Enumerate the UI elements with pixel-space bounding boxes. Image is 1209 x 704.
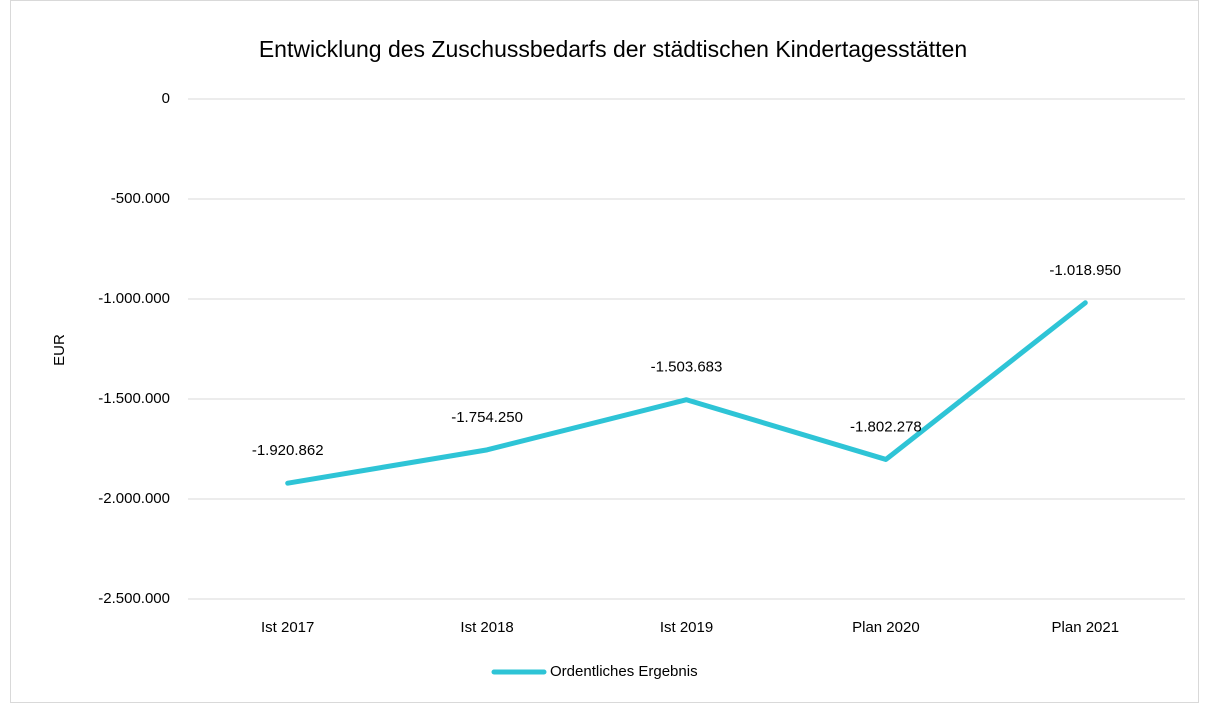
y-tick-label: -2.000.000 [98,490,170,507]
x-tick-label: Ist 2018 [460,619,513,636]
y-tick-label: -500.000 [111,190,170,207]
y-tick-label: -2.500.000 [98,590,170,607]
data-label: -1.802.278 [850,418,922,435]
x-tick-label: Ist 2017 [261,619,314,636]
y-tick-label: 0 [162,90,170,107]
data-label: -1.920.862 [252,442,324,459]
x-tick-label: Plan 2020 [852,619,920,636]
y-tick-label: -1.500.000 [98,390,170,407]
chart-frame [10,0,1199,703]
data-label: -1.503.683 [651,359,723,376]
series-line [285,300,1088,486]
chart-title: Entwicklung des Zuschussbedarfs der städ… [259,36,967,62]
data-label: -1.754.250 [451,409,523,426]
y-tick-label: -1.000.000 [98,290,170,307]
y-axis-label: EUR [51,334,68,366]
x-tick-label: Ist 2019 [660,619,713,636]
legend-label: Ordentliches Ergebnis [550,663,698,680]
x-tick-label: Plan 2021 [1052,619,1120,636]
data-label: -1.018.950 [1049,262,1121,279]
